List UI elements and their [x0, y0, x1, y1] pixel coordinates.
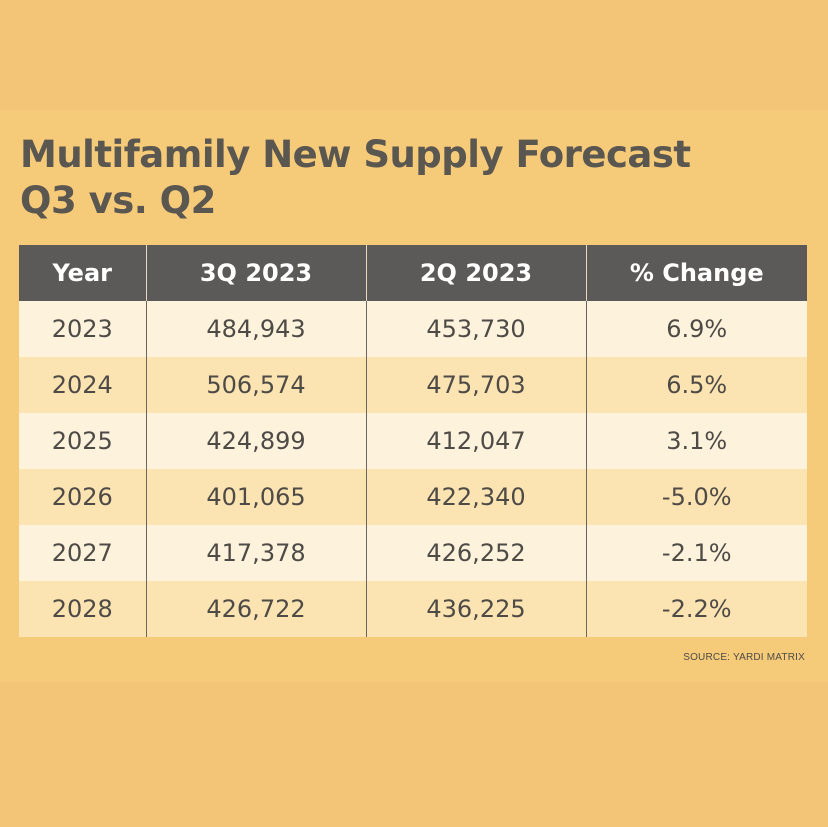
cell-percent-change: -2.2% [585, 581, 807, 637]
table-row: 2028 426,722 436,225 -2.2% [19, 581, 807, 637]
cell-2q-value: 453,730 [365, 301, 586, 357]
cell-percent-change: 3.1% [585, 413, 807, 469]
cell-percent-change: -2.1% [585, 525, 807, 581]
cell-year: 2028 [19, 581, 146, 637]
cell-2q-value: 436,225 [365, 581, 586, 637]
forecast-table-wrapper: Year 3Q 2023 2Q 2023 % Change 2023 484,9… [19, 245, 807, 637]
table-row: 2024 506,574 475,703 6.5% [19, 357, 807, 413]
title-line-1: Multifamily New Supply Forecast [20, 133, 691, 176]
cell-year: 2023 [19, 301, 146, 357]
cell-2q-value: 426,252 [365, 525, 586, 581]
table-row: 2026 401,065 422,340 -5.0% [19, 469, 807, 525]
cell-year: 2025 [19, 413, 146, 469]
header-year: Year [19, 245, 146, 301]
forecast-table: Year 3Q 2023 2Q 2023 % Change 2023 484,9… [19, 245, 807, 637]
cell-3q-value: 506,574 [145, 357, 366, 413]
cell-3q-value: 401,065 [145, 469, 366, 525]
cell-3q-value: 424,899 [145, 413, 366, 469]
table-row: 2025 424,899 412,047 3.1% [19, 413, 807, 469]
source-note: SOURCE: YARDI MATRIX [683, 652, 805, 663]
header-percent-change: % Change [585, 245, 807, 301]
cell-percent-change: 6.5% [585, 357, 807, 413]
cell-percent-change: 6.9% [585, 301, 807, 357]
chart-title: Multifamily New Supply Forecast Q3 vs. Q… [20, 132, 691, 224]
cell-3q-value: 426,722 [145, 581, 366, 637]
cell-year: 2026 [19, 469, 146, 525]
cell-percent-change: -5.0% [585, 469, 807, 525]
table-row: 2027 417,378 426,252 -2.1% [19, 525, 807, 581]
cell-year: 2024 [19, 357, 146, 413]
title-line-2: Q3 vs. Q2 [20, 179, 216, 222]
cell-2q-value: 422,340 [365, 469, 586, 525]
cell-2q-value: 412,047 [365, 413, 586, 469]
cell-2q-value: 475,703 [365, 357, 586, 413]
cell-3q-value: 417,378 [145, 525, 366, 581]
cell-3q-value: 484,943 [145, 301, 366, 357]
header-3q-2023: 3Q 2023 [145, 245, 366, 301]
header-2q-2023: 2Q 2023 [365, 245, 586, 301]
table-row: 2023 484,943 453,730 6.9% [19, 301, 807, 357]
table-header-row: Year 3Q 2023 2Q 2023 % Change [19, 245, 807, 301]
cell-year: 2027 [19, 525, 146, 581]
